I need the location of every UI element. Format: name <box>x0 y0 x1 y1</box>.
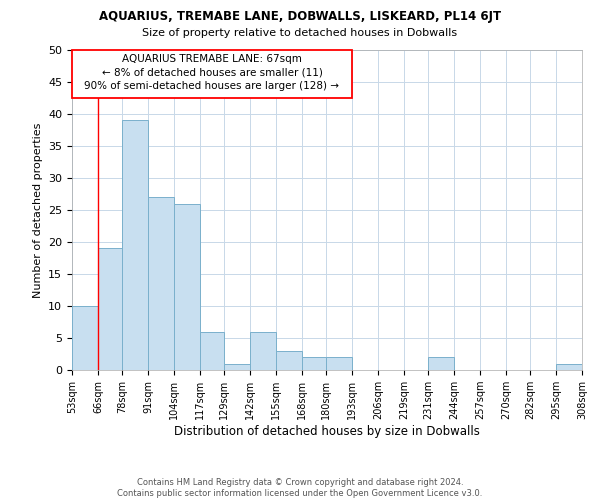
Bar <box>250 332 276 370</box>
Bar <box>200 332 224 370</box>
Text: AQUARIUS TREMABE LANE: 67sqm: AQUARIUS TREMABE LANE: 67sqm <box>122 54 302 64</box>
Bar <box>276 351 302 370</box>
Bar <box>428 357 454 370</box>
Bar <box>98 248 122 370</box>
Bar <box>148 197 174 370</box>
Bar <box>302 357 326 370</box>
Text: Size of property relative to detached houses in Dobwalls: Size of property relative to detached ho… <box>142 28 458 38</box>
Bar <box>224 364 250 370</box>
Text: 90% of semi-detached houses are larger (128) →: 90% of semi-detached houses are larger (… <box>85 82 340 92</box>
Bar <box>122 120 148 370</box>
Bar <box>72 50 352 98</box>
Bar <box>556 364 582 370</box>
Bar <box>72 306 98 370</box>
Y-axis label: Number of detached properties: Number of detached properties <box>32 122 43 298</box>
X-axis label: Distribution of detached houses by size in Dobwalls: Distribution of detached houses by size … <box>174 425 480 438</box>
Text: AQUARIUS, TREMABE LANE, DOBWALLS, LISKEARD, PL14 6JT: AQUARIUS, TREMABE LANE, DOBWALLS, LISKEA… <box>99 10 501 23</box>
Text: ← 8% of detached houses are smaller (11): ← 8% of detached houses are smaller (11) <box>101 68 322 78</box>
Bar <box>326 357 352 370</box>
Bar <box>174 204 200 370</box>
Text: Contains HM Land Registry data © Crown copyright and database right 2024.
Contai: Contains HM Land Registry data © Crown c… <box>118 478 482 498</box>
